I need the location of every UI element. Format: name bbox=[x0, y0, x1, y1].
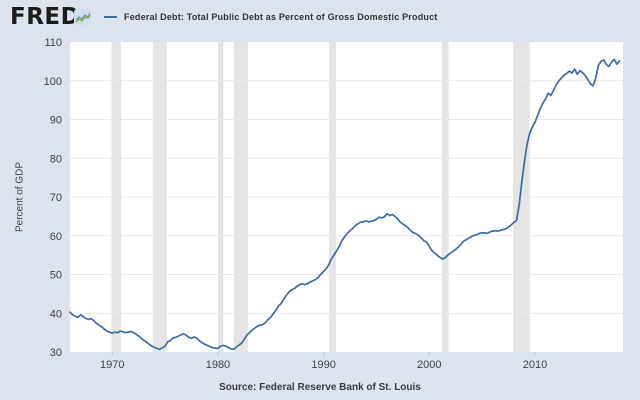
x-axis-tick-label: 2000 bbox=[417, 359, 441, 371]
y-axis-tick-label: 30 bbox=[50, 347, 62, 359]
y-axis-tick-label: 110 bbox=[44, 37, 62, 49]
fred-logo-text: FRED bbox=[10, 4, 81, 30]
y-axis-tick-label: 80 bbox=[50, 153, 62, 165]
fred-logo-chart-icon bbox=[74, 9, 92, 25]
y-axis-tick-label: 100 bbox=[44, 76, 62, 88]
x-axis-tick-label: 1970 bbox=[100, 359, 124, 371]
x-axis-tick-label: 1980 bbox=[206, 359, 230, 371]
y-axis-tick-label: 50 bbox=[50, 270, 62, 282]
source-footer: Source: Federal Reserve Bank of St. Loui… bbox=[219, 382, 421, 393]
x-axis-tick-label: 1990 bbox=[311, 359, 335, 371]
legend-series-label: Federal Debt: Total Public Debt as Perce… bbox=[124, 12, 438, 22]
y-axis-tick-label: 40 bbox=[50, 308, 62, 320]
x-axis-tick-label: 2010 bbox=[523, 359, 547, 371]
chart-legend: Federal Debt: Total Public Debt as Perce… bbox=[104, 1, 438, 33]
series-line bbox=[69, 58, 621, 351]
legend-line-swatch bbox=[104, 16, 117, 18]
y-axis-tick-label: 60 bbox=[50, 231, 62, 243]
y-axis-tick-label: 70 bbox=[50, 192, 62, 204]
y-axis-tick-label: 90 bbox=[50, 115, 62, 127]
